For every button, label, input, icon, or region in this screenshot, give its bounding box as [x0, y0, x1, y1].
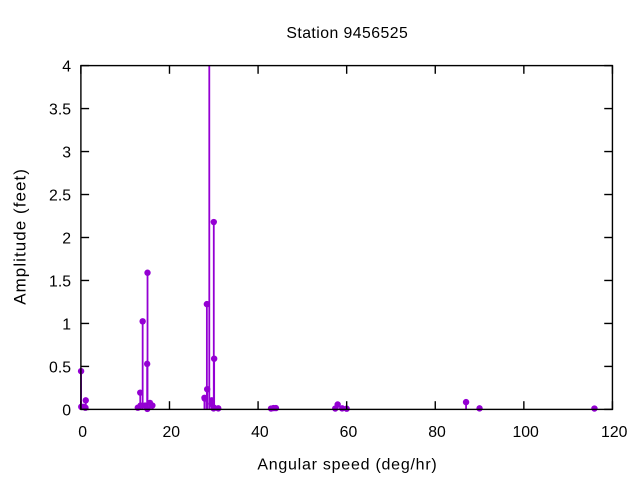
- svg-text:0.5: 0.5: [49, 359, 71, 376]
- svg-text:Station 9456525: Station 9456525: [286, 25, 408, 42]
- svg-text:1.5: 1.5: [49, 273, 71, 290]
- svg-text:3: 3: [62, 144, 71, 161]
- svg-text:2.5: 2.5: [49, 187, 71, 204]
- svg-text:80: 80: [428, 424, 446, 441]
- svg-text:1: 1: [62, 316, 71, 333]
- svg-text:2: 2: [62, 230, 71, 247]
- svg-text:Angular speed (deg/hr): Angular speed (deg/hr): [257, 456, 437, 473]
- svg-text:40: 40: [251, 424, 269, 441]
- svg-text:20: 20: [163, 424, 181, 441]
- svg-text:3.5: 3.5: [49, 101, 71, 118]
- svg-text:Amplitude (feet): Amplitude (feet): [11, 168, 30, 305]
- svg-text:0: 0: [78, 424, 87, 441]
- svg-text:100: 100: [512, 424, 539, 441]
- svg-text:0: 0: [62, 402, 71, 419]
- svg-text:60: 60: [340, 424, 358, 441]
- svg-text:120: 120: [601, 424, 628, 441]
- svg-text:4: 4: [62, 59, 71, 76]
